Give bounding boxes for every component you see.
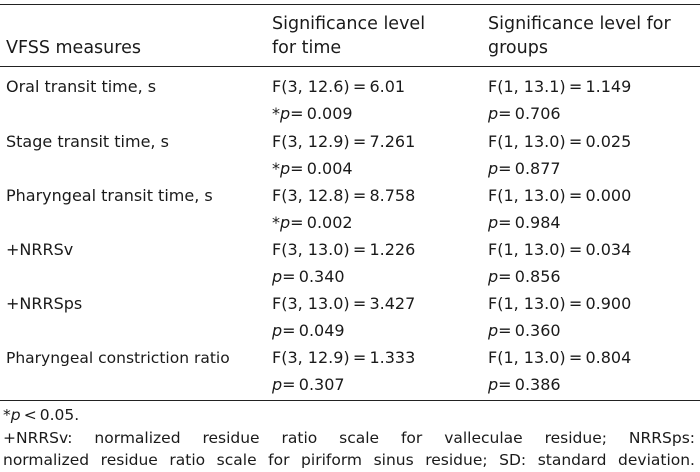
p-value: = 0.706 [498,104,561,123]
row-time-p: *p= 0.004 [272,159,353,179]
row-groups-p: p= 0.386 [488,375,561,395]
p-symbol: p [488,104,499,123]
p-value: = 0.002 [290,213,353,232]
row-time-p: p= 0.340 [272,267,345,287]
p-value: = 0.307 [282,375,345,394]
p-symbol: p [272,321,283,340]
p-value: = 0.009 [290,104,353,123]
p-value: = 0.049 [282,321,345,340]
row-time-p: p= 0.049 [272,321,345,341]
significance-asterisk: * [272,104,280,123]
row-groups-f: F(1, 13.0) = 0.804 [488,348,632,367]
row-groups-p: p= 0.360 [488,321,561,341]
row-groups-f: F(1, 13.0) = 0.000 [488,186,632,205]
row-groups-p: p= 0.706 [488,104,561,124]
p-symbol: p [488,213,499,232]
table-bottom-rule [0,400,700,401]
header-significance-groups-line2: groups [488,38,548,58]
p-value: = 0.360 [498,321,561,340]
row-measure: +NRRSps [6,294,83,313]
row-measure: Stage transit time, s [6,132,169,151]
p-value: = 0.340 [282,267,345,286]
p-symbol: p [272,267,283,286]
header-significance-groups-line1: Significance level for [488,14,671,34]
row-time-f: F(3, 13.0) = 3.427 [272,294,416,313]
footnote-abbreviations-line2: normalized residue ratio scale for pirif… [3,451,695,469]
p-symbol: p [280,213,291,232]
row-time-f: F(3, 13.0) = 1.226 [272,240,416,259]
p-value: = 0.856 [498,267,561,286]
row-time-f: F(3, 12.6) = 6.01 [272,77,406,96]
p-symbol: p [272,375,283,394]
row-time-f: F(3, 12.9) = 1.333 [272,348,416,367]
header-significance-time: Significance level for time [272,12,425,60]
p-symbol: p [488,159,499,178]
footnote-significance: *p < 0.05. [3,405,79,425]
p-value: = 0.386 [498,375,561,394]
row-time-f: F(3, 12.8) = 8.758 [272,186,416,205]
significance-asterisk: * [3,406,11,424]
row-time-p: *p= 0.002 [272,213,353,233]
row-time-f: F(3, 12.9) = 7.261 [272,132,416,151]
row-groups-f: F(1, 13.1) = 1.149 [488,77,632,96]
p-symbol: p [488,375,499,394]
p-symbol: p [10,406,21,424]
row-measure: Pharyngeal transit time, s [6,186,213,205]
row-groups-f: F(1, 13.0) = 0.900 [488,294,632,313]
row-groups-p: p= 0.856 [488,267,561,287]
row-time-p: p= 0.307 [272,375,345,395]
footnote-abbreviations-line1: +NRRSv: normalized residue ratio scale f… [3,429,695,447]
row-groups-p: p= 0.877 [488,159,561,179]
row-measure: Oral transit time, s [6,77,157,96]
p-symbol: p [488,267,499,286]
row-groups-f: F(1, 13.0) = 0.034 [488,240,632,259]
header-significance-groups: Significance level for groups [488,12,671,60]
header-significance-time-line2: for time [272,38,342,58]
row-time-p: *p= 0.009 [272,104,353,124]
row-measure: Pharyngeal constriction ratio [6,349,230,367]
p-value: = 0.004 [290,159,353,178]
significance-asterisk: * [272,159,280,178]
header-bottom-rule [0,66,700,67]
header-vfss-measures: VFSS measures [6,38,141,58]
p-symbol: p [280,104,291,123]
row-measure: +NRRSv [6,240,74,259]
significance-asterisk: * [272,213,280,232]
row-groups-p: p= 0.984 [488,213,561,233]
significance-threshold: < 0.05. [20,406,80,424]
p-value: = 0.984 [498,213,561,232]
p-value: = 0.877 [498,159,561,178]
table-top-rule [0,4,700,5]
header-significance-time-line1: Significance level [272,14,426,34]
p-symbol: p [280,159,291,178]
row-groups-f: F(1, 13.0) = 0.025 [488,132,632,151]
p-symbol: p [488,321,499,340]
